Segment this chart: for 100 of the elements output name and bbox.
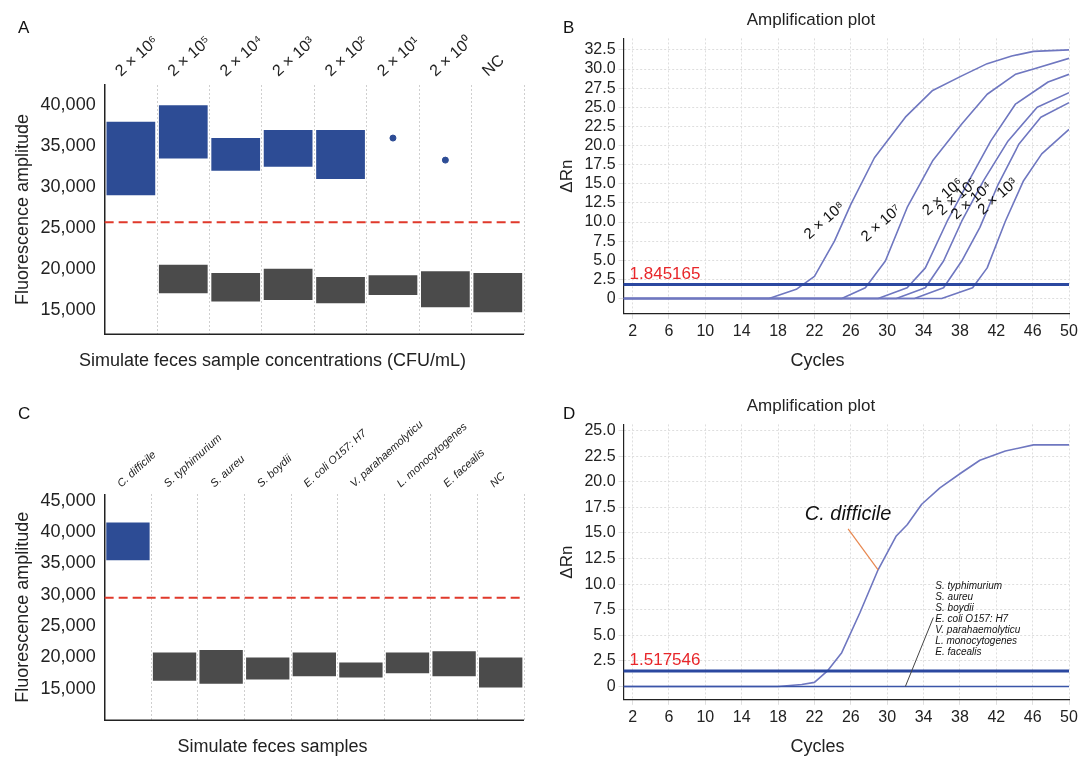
bar — [263, 268, 313, 300]
x-tick-label: 2 × 10³ — [268, 32, 319, 80]
ref-line-label: 1.517546 — [629, 650, 701, 670]
y-tick-label: 30,000 — [40, 176, 96, 197]
x-axis-title: Cycles — [789, 350, 846, 371]
y-tick-label: 15,000 — [40, 677, 96, 698]
x-tick-label: 2 × 10⁵ — [164, 32, 214, 80]
bar — [316, 129, 365, 179]
y-tick-label: 30.0 — [584, 59, 616, 77]
y-tick-label: 27.5 — [584, 78, 616, 96]
y-tick-label: 2.5 — [593, 651, 616, 669]
y-tick-label: 5.0 — [593, 250, 616, 268]
bar — [316, 276, 365, 304]
y-tick-label: 10.0 — [584, 212, 616, 230]
x-tick-label: 14 — [732, 707, 751, 725]
x-axis-title: Simulate feces sample concentrations (CFU/mL) — [77, 350, 468, 371]
x-tick-label: 10 — [696, 707, 715, 725]
y-axis-title: ΔRn — [556, 159, 576, 193]
y-tick-label: 35,000 — [40, 135, 96, 156]
y-tick-label: 22.5 — [584, 116, 616, 134]
y-tick-label: 17.5 — [584, 497, 616, 515]
x-tick-label: 38 — [951, 321, 969, 339]
y-tick-label: 5.0 — [593, 625, 616, 643]
bar — [385, 652, 430, 674]
text: 2 × 10⁸ — [799, 197, 848, 243]
x-tick-label: 50 — [1060, 707, 1078, 725]
x-tick-label: 18 — [769, 321, 788, 339]
y-tick-label: 45,000 — [40, 489, 96, 510]
x-tick-label: 26 — [841, 321, 860, 339]
text: A — [18, 18, 30, 38]
x-tick-label: NC — [478, 51, 508, 80]
x-tick-label: 2 — [628, 707, 638, 725]
x-tick-label: 34 — [914, 707, 933, 725]
y-tick-label: 12.5 — [584, 548, 616, 566]
x-tick-label: 2 × 10² — [321, 32, 371, 80]
x-tick-label: 42 — [987, 321, 1006, 339]
x-tick-label: 26 — [841, 707, 860, 725]
x-tick-label: 22 — [805, 707, 824, 725]
series-label: C. difficile — [804, 502, 892, 525]
x-tick-label: 14 — [732, 321, 751, 339]
y-tick-label: 15.0 — [584, 523, 616, 541]
y-tick-label: 35,000 — [40, 552, 96, 573]
x-tick-label: 2 × 10⁴ — [216, 31, 267, 80]
ref-line-label: 1.845165 — [629, 263, 701, 283]
y-tick-label: 2.5 — [593, 269, 616, 287]
y-tick-label: 25.0 — [584, 420, 616, 438]
text: B — [563, 18, 575, 38]
x-tick-label: 2 — [628, 321, 638, 339]
x-tick-label: 2 × 10¹ — [373, 33, 423, 80]
y-tick-label: 0 — [606, 288, 616, 306]
bar — [421, 271, 470, 308]
bar — [211, 138, 261, 171]
y-tick-label: 40,000 — [40, 520, 96, 541]
x-tick-label: 34 — [914, 321, 933, 339]
bar — [211, 272, 261, 302]
x-tick-label: 30 — [878, 321, 897, 339]
y-tick-label: 12.5 — [584, 193, 616, 211]
x-tick-label: 46 — [1023, 707, 1042, 725]
y-tick-label: 30,000 — [40, 583, 96, 604]
y-tick-label: 22.5 — [584, 446, 616, 464]
bar — [152, 652, 197, 681]
x-axis-title: Simulate feces samples — [176, 736, 369, 757]
bar — [158, 264, 208, 294]
x-tick-label: 50 — [1060, 321, 1078, 339]
bar — [479, 657, 523, 688]
y-tick-label: 20.0 — [584, 472, 616, 490]
y-axis-title: Fluorescence amplitude — [11, 114, 32, 306]
x-tick-label: NC — [487, 469, 508, 490]
bar — [263, 129, 313, 167]
bar — [368, 275, 418, 295]
bar — [246, 657, 290, 680]
y-tick-label: 25,000 — [40, 216, 96, 237]
x-tick-label: 42 — [987, 707, 1006, 725]
bar — [339, 662, 383, 678]
bar — [432, 651, 476, 677]
x-tick-label: 38 — [951, 707, 969, 725]
bar — [199, 649, 243, 684]
x-tick-label: 46 — [1023, 321, 1042, 339]
y-tick-label: 0 — [606, 676, 616, 694]
y-tick-label: 20.0 — [584, 135, 616, 153]
y-tick-label: 25.0 — [584, 97, 616, 115]
x-tick-label: 2 × 10⁰ — [426, 32, 476, 80]
y-tick-label: 25,000 — [40, 615, 96, 636]
text: C — [18, 404, 31, 424]
y-tick-label: 32.5 — [584, 40, 616, 58]
y-tick-label: 7.5 — [593, 600, 616, 618]
chart-title: Amplification plot — [746, 395, 876, 415]
x-tick-label: 18 — [769, 707, 788, 725]
y-tick-label: 20,000 — [40, 257, 96, 278]
y-axis-title: Fluorescence amplitude — [11, 511, 32, 703]
text: 2 × 10⁷ — [856, 200, 904, 245]
y-tick-label: 15.0 — [584, 174, 616, 192]
y-tick-label: 40,000 — [40, 94, 96, 115]
x-tick-label: 22 — [805, 321, 824, 339]
y-axis-title: ΔRn — [556, 545, 576, 579]
annotation: S. typhimurium S. aureu S. boydii E. coli O157: H7 V. parahaemolyticu L. monocytogenes E. facealis — [935, 580, 1021, 658]
chart-title: Amplification plot — [746, 9, 876, 29]
bar — [473, 272, 523, 313]
x-tick-label: 6 — [664, 707, 674, 725]
x-tick-label: 2 × 10⁶ — [111, 32, 162, 80]
